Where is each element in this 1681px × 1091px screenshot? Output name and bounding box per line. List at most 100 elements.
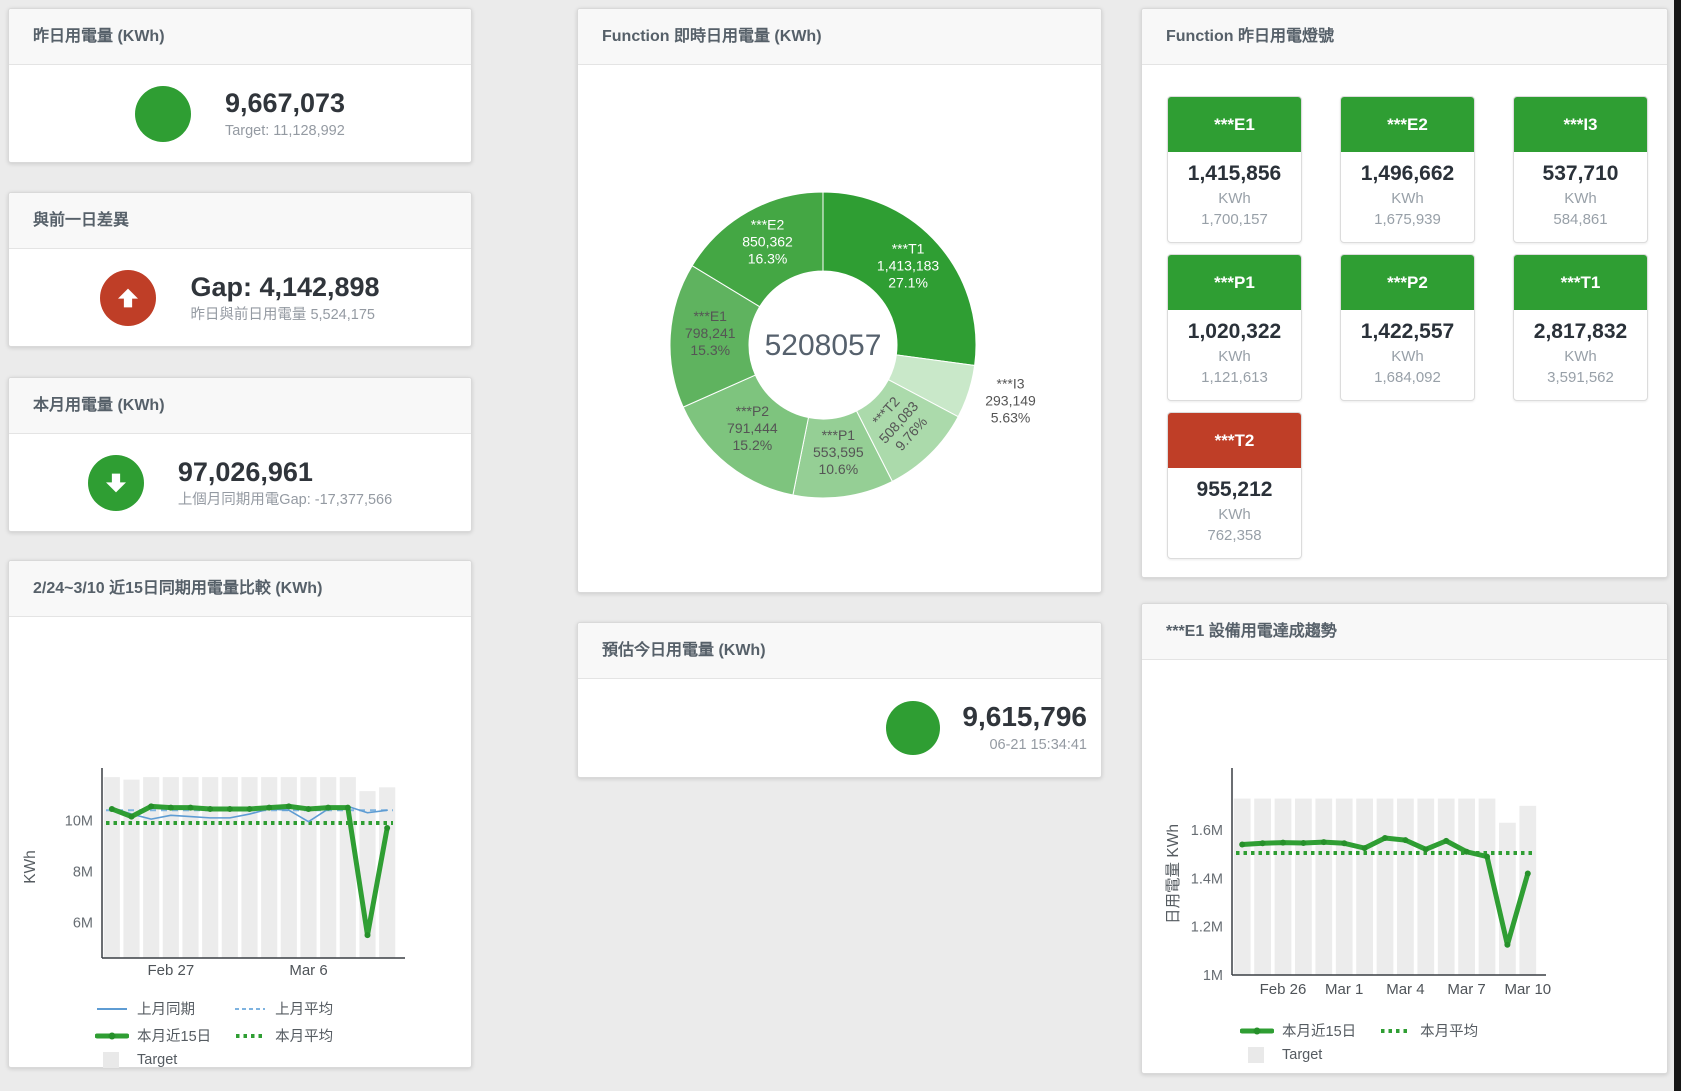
- tile-status-header: ***T1: [1514, 255, 1647, 310]
- tile-unit: KWh: [1218, 348, 1251, 365]
- donut-center-total: 5208057: [765, 329, 882, 362]
- tile-target-value: 1,684,092: [1374, 369, 1441, 386]
- legend-item-box[interactable]: Target: [1240, 1047, 1356, 1063]
- svg-text:6M: 6M: [73, 915, 93, 931]
- donut-slice-label: ***P1 553,595 10.6%: [813, 427, 864, 477]
- tile-status-header: ***T2: [1168, 413, 1301, 468]
- legend-swatch-box-icon: [1248, 1047, 1264, 1063]
- tile-target-value: 1,700,157: [1201, 211, 1268, 228]
- svg-text:Feb 26: Feb 26: [1260, 981, 1307, 998]
- forecast-value: 9,615,796: [962, 701, 1087, 732]
- legend-item-thick[interactable]: 本月近15日: [95, 1025, 211, 1046]
- card-title: 2/24~3/10 近15日同期用電量比較 (KWh): [9, 561, 471, 617]
- tile-value: 2,817,832: [1533, 320, 1628, 343]
- donut-slice-label: ***P2 791,444 15.2%: [727, 403, 778, 453]
- legend-swatch-thick-icon: [95, 1032, 129, 1039]
- svg-text:Mar 10: Mar 10: [1504, 981, 1551, 998]
- function-usage-donut-chart[interactable]: ***T1 1,413,183 27.1%***I3 293,149 5.63%***T…: [578, 65, 1101, 592]
- legend-label: 上月同期: [137, 1002, 195, 1018]
- legend-label: 本月近15日: [137, 1029, 212, 1045]
- svg-text:1M: 1M: [1203, 968, 1223, 984]
- month-usage-value: 97,026,961: [177, 456, 313, 487]
- light-tile-t2: ***T2 955,212 KWh 762,358: [1167, 412, 1302, 559]
- card-title: 預估今日用電量 (KWh): [578, 623, 1101, 679]
- tile-target-value: 584,861: [1553, 211, 1608, 228]
- legend-label: 上月平均: [275, 1002, 334, 1018]
- arrow-up-icon: [100, 269, 157, 326]
- e1-trend-chart[interactable]: 1M 1.2M 1.4M 1.6M Feb 26 Mar 1 Mar 4 Mar 7 Mar 1…: [1142, 660, 1667, 1005]
- card-day-gap: 與前一日差異 Gap: 4,142,898 昨日與前日用電量 5,524,175: [8, 192, 472, 347]
- svg-text:日用電量 KWh: 日用電量 KWh: [1165, 824, 1182, 924]
- donut-slice-label: ***I3 293,149 5.63%: [985, 375, 1036, 425]
- donut-slice-e2[interactable]: [691, 191, 824, 308]
- donut-slice-label: ***E2 850,362 16.3%: [742, 217, 793, 267]
- svg-text:1.2M: 1.2M: [1191, 920, 1223, 936]
- svg-text:Mar 7: Mar 7: [1447, 981, 1485, 998]
- legend-label: 本月平均: [1420, 1024, 1479, 1040]
- legend-swatch-dots-icon: [1381, 1028, 1411, 1033]
- legend-swatch-thick-icon: [1240, 1027, 1274, 1034]
- compare-chart-legend: 上月同期 上月平均本月近15日 本月平均 Target: [95, 998, 471, 1068]
- tile-body: 537,710 KWh 584,861: [1514, 152, 1647, 242]
- donut-slice-label: ***T1 1,413,183 27.1%: [877, 241, 939, 291]
- donut-slice-t1[interactable]: [822, 191, 977, 367]
- tile-value: 955,212: [1196, 478, 1273, 501]
- tile-value: 1,415,856: [1187, 162, 1282, 185]
- legend-label: 本月近15日: [1282, 1024, 1357, 1040]
- svg-text:Feb 27: Feb 27: [147, 962, 194, 979]
- window-edge-scrollbar[interactable]: [1674, 0, 1681, 1091]
- legend-item-dash[interactable]: 上月平均: [233, 998, 333, 1019]
- compare-15days-chart[interactable]: 6M 8M 10M Feb 27 Mar 6 KWh: [9, 617, 471, 979]
- card-title: ***E1 設備用電達成趨勢: [1142, 604, 1667, 660]
- legend-label: Target: [1282, 1047, 1323, 1063]
- donut-slice-e1[interactable]: [669, 265, 761, 408]
- tile-value: 1,422,557: [1360, 320, 1455, 343]
- legend-swatch-dots-icon: [236, 1033, 266, 1038]
- tile-body: 2,817,832 KWh 3,591,562: [1514, 310, 1647, 400]
- svg-text:Mar 6: Mar 6: [289, 962, 327, 979]
- light-tile-e2: ***E2 1,496,662 KWh 1,675,939: [1340, 96, 1475, 243]
- day-gap-subtext: 昨日與前日用電量 5,524,175: [190, 306, 375, 323]
- tile-body: 1,415,856 KWh 1,700,157: [1168, 152, 1301, 242]
- light-tile-i3: ***I3 537,710 KWh 584,861: [1513, 96, 1648, 243]
- tile-target-value: 3,591,562: [1547, 369, 1614, 386]
- tile-status-header: ***P2: [1341, 255, 1474, 310]
- tile-body: 1,020,322 KWh 1,121,613: [1168, 310, 1301, 400]
- card-compare-15days: 2/24~3/10 近15日同期用電量比較 (KWh) 6M 8M 10M Feb 2…: [8, 560, 472, 1068]
- card-yesterday-lights: Function 昨日用電燈號 ***E1 1,415,856 KWh 1,700,1…: [1141, 8, 1668, 578]
- forecast-timestamp: 06-21 15:34:41: [989, 737, 1087, 753]
- arrow-down-icon: [87, 454, 144, 511]
- card-title: Function 即時日用電量 (KWh): [578, 9, 1101, 65]
- svg-text:10M: 10M: [65, 813, 93, 829]
- svg-text:Mar 4: Mar 4: [1386, 981, 1424, 998]
- tile-body: 1,422,557 KWh 1,684,092: [1341, 310, 1474, 400]
- card-yesterday-usage: 昨日用電量 (KWh) 9,667,073 Target: 11,128,992: [8, 8, 472, 163]
- light-tile-p1: ***P1 1,020,322 KWh 1,121,613: [1167, 254, 1302, 401]
- svg-text:1.4M: 1.4M: [1191, 871, 1223, 887]
- tile-target-value: 1,675,939: [1374, 211, 1441, 228]
- legend-item-line[interactable]: 上月同期: [95, 998, 211, 1019]
- light-tile-e1: ***E1 1,415,856 KWh 1,700,157: [1167, 96, 1302, 243]
- card-title: 與前一日差異: [9, 193, 471, 249]
- tile-target-value: 762,358: [1207, 527, 1262, 544]
- tile-unit: KWh: [1564, 348, 1597, 365]
- card-month-usage: 本月用電量 (KWh) 97,026,961 上個月同期用電Gap: -17,3…: [8, 377, 472, 532]
- tile-value: 537,710: [1542, 162, 1619, 185]
- tile-status-header: ***P1: [1168, 255, 1301, 310]
- svg-text:1.6M: 1.6M: [1191, 823, 1223, 839]
- legend-swatch-box-icon: [103, 1052, 119, 1068]
- tile-target-value: 1,121,613: [1201, 369, 1268, 386]
- tile-value: 1,020,322: [1187, 320, 1282, 343]
- legend-item-thick[interactable]: 本月近15日: [1240, 1020, 1356, 1041]
- day-gap-value: Gap: 4,142,898: [190, 271, 380, 302]
- card-forecast-today: 預估今日用電量 (KWh) 9,615,796 06-21 15:34:41: [577, 622, 1102, 778]
- tile-status-header: ***E2: [1341, 97, 1474, 152]
- legend-item-box[interactable]: Target: [95, 1052, 211, 1068]
- legend-item-dots[interactable]: 本月平均: [233, 1025, 333, 1046]
- donut-slice-p2[interactable]: [682, 374, 810, 496]
- tile-unit: KWh: [1391, 190, 1424, 207]
- tile-body: 1,496,662 KWh 1,675,939: [1341, 152, 1474, 242]
- tile-value: 1,496,662: [1360, 162, 1455, 185]
- legend-item-dots[interactable]: 本月平均: [1378, 1020, 1478, 1041]
- e1-chart-legend: 本月近15日 本月平均 Target: [1240, 1020, 1667, 1063]
